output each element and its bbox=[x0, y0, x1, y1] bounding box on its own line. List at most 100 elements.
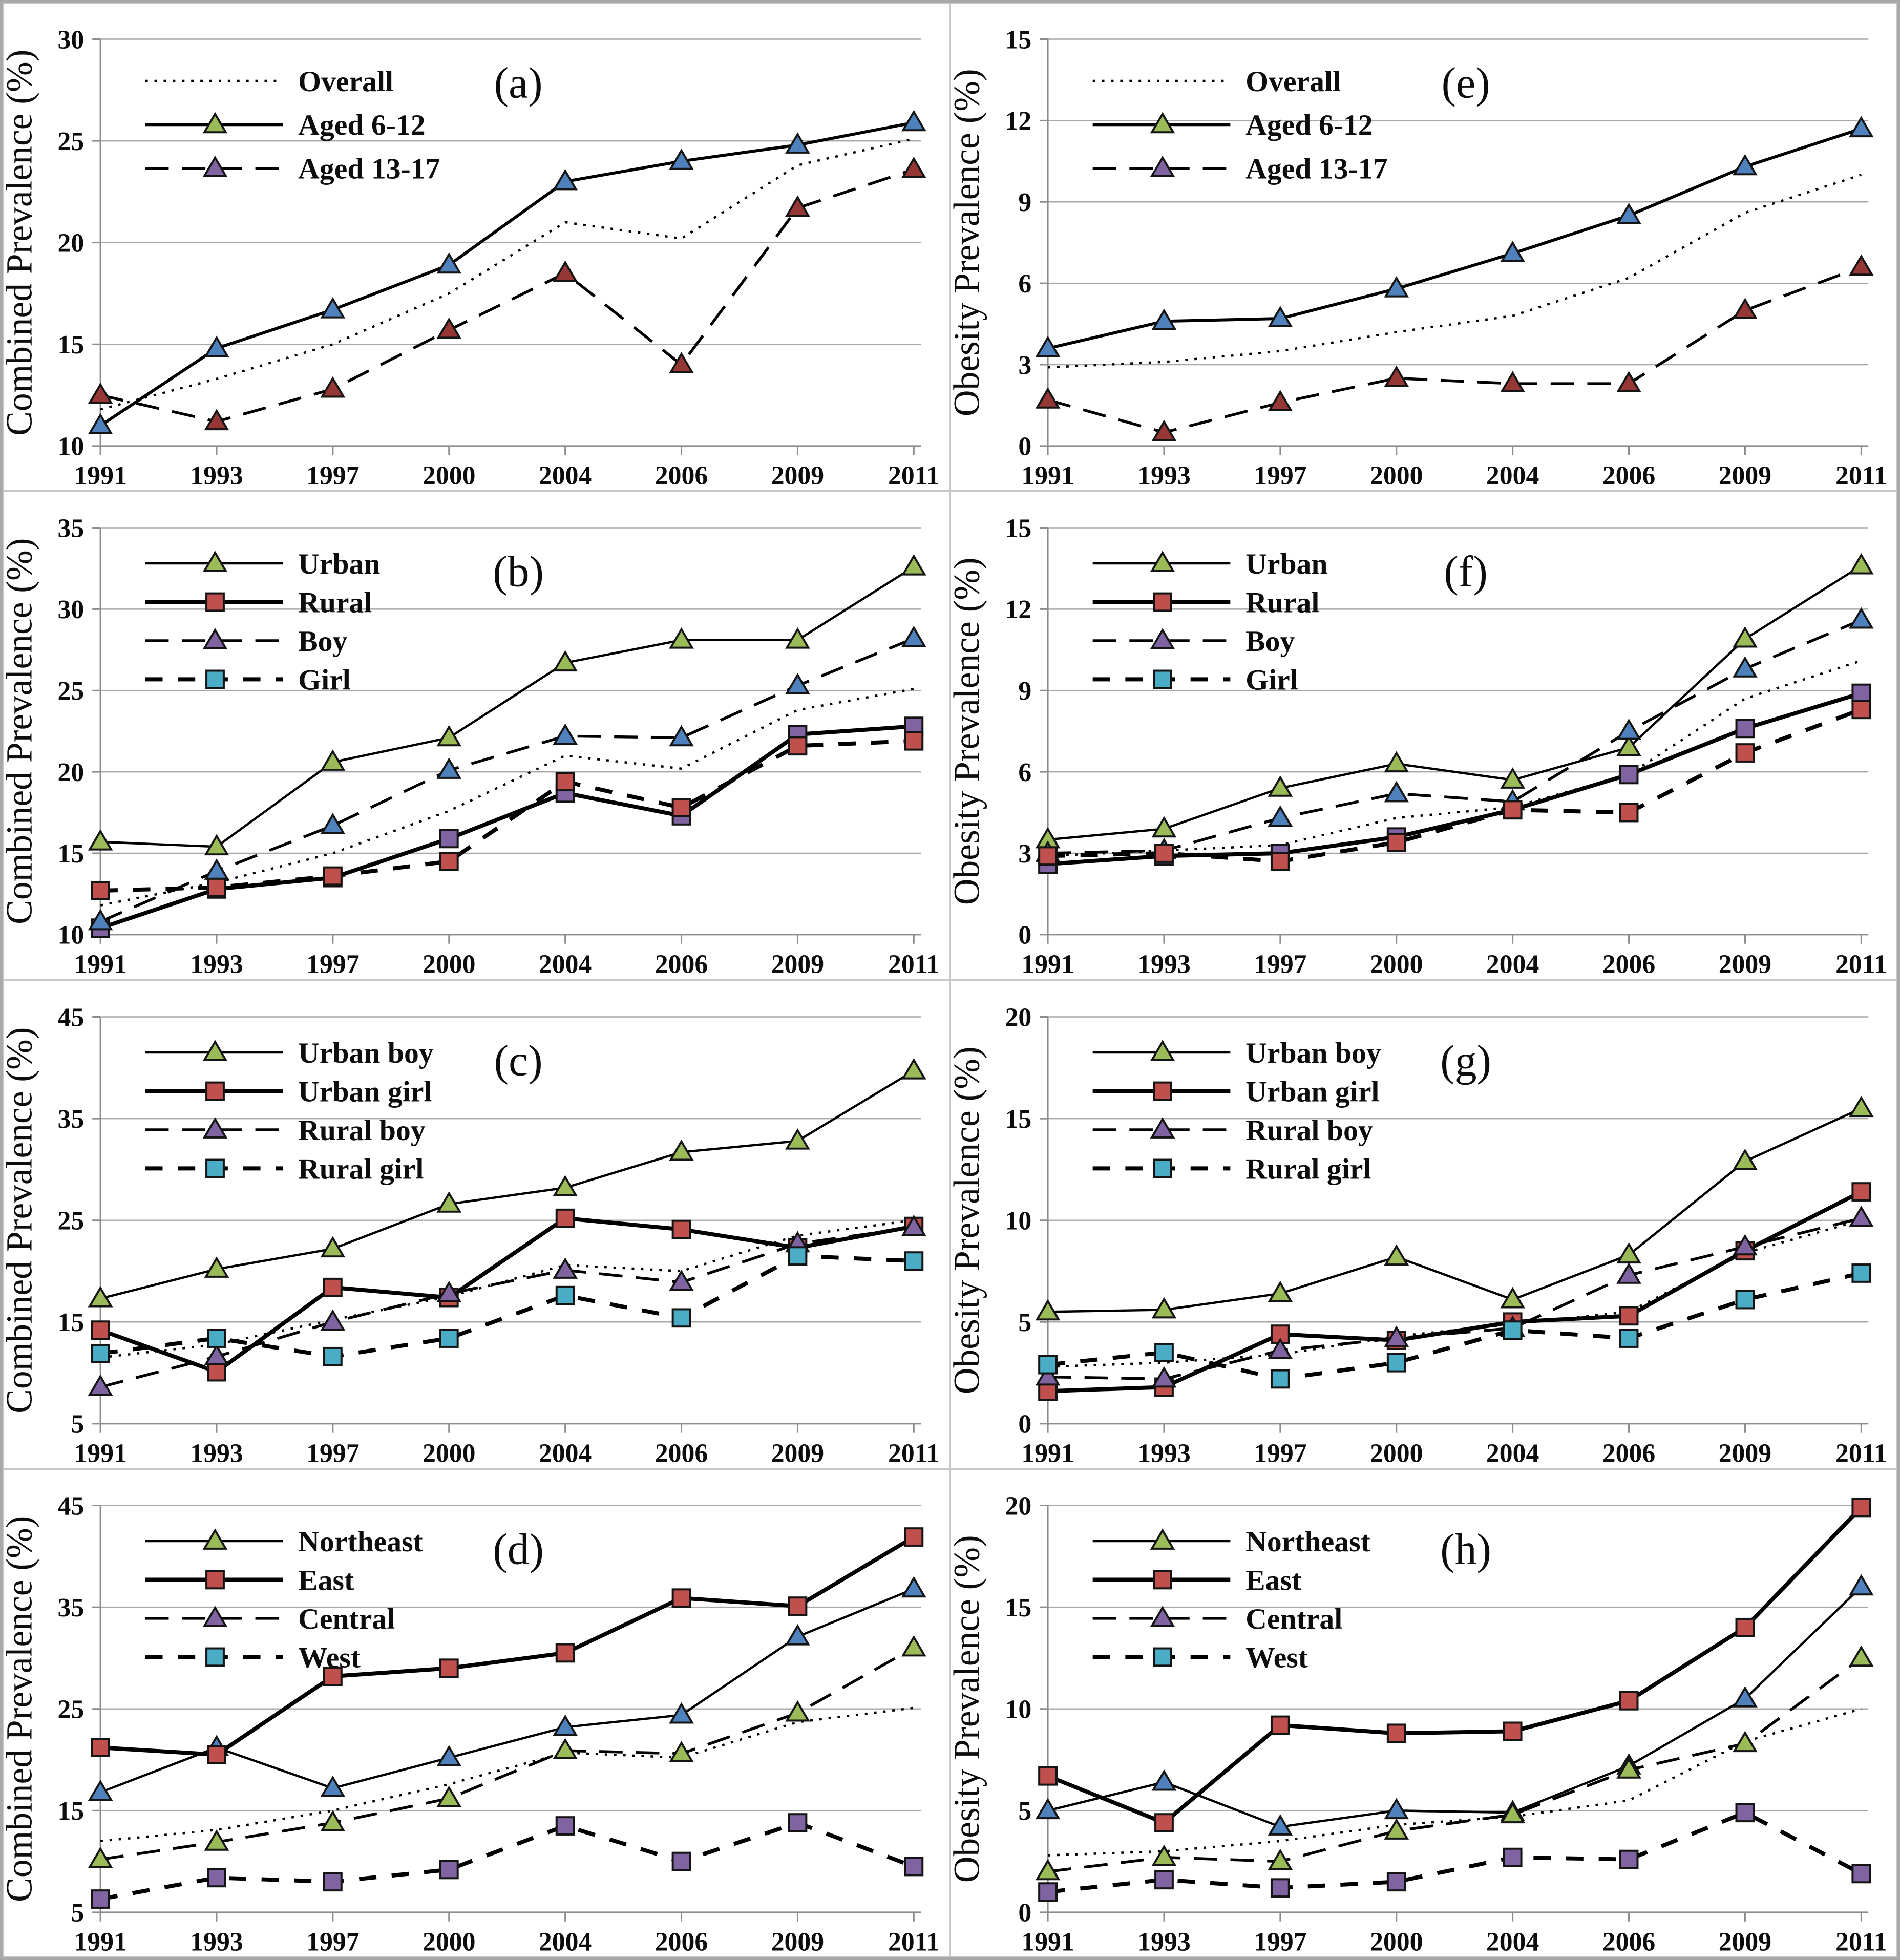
data-point-marker square-marker bbox=[788, 1813, 808, 1832]
data-point-marker triangle-marker bbox=[1616, 734, 1641, 756]
data-point-marker square-marker bbox=[1153, 1081, 1172, 1101]
data-point-marker triangle-marker bbox=[1150, 155, 1175, 177]
x-tick-label: 2009 bbox=[771, 1927, 824, 1956]
legend-item-label: Northeast bbox=[1245, 1526, 1370, 1558]
legend-item-label: Urban bbox=[1245, 548, 1327, 580]
x-tick-label: 1997 bbox=[1254, 950, 1306, 979]
series-line series-northeast bbox=[100, 1588, 915, 1794]
data-point-marker square-marker bbox=[1503, 800, 1523, 820]
data-point-marker triangle-marker bbox=[1616, 202, 1641, 224]
x-tick-label: 1993 bbox=[190, 1927, 243, 1956]
panel-g: 0 5 10 15 20 1991 1993 1997 2000 2004 2006 2009 2011… bbox=[950, 980, 1897, 1469]
data-point-marker square-marker bbox=[555, 772, 575, 792]
x-tick-label: 2000 bbox=[423, 950, 475, 979]
data-point-marker triangle-marker bbox=[88, 413, 113, 435]
data-point-marker triangle-marker bbox=[553, 1714, 578, 1736]
y-tick-label: 0 bbox=[1018, 432, 1031, 461]
legend-item-label: Rural bbox=[1245, 587, 1319, 619]
panel-e: 0 3 6 9 12 15 1991 1993 1997 2000 2004 2006 2009 2011… bbox=[950, 3, 1897, 492]
series-line series-aged-13-17 bbox=[1047, 265, 1862, 434]
y-tick-label: 0 bbox=[1018, 921, 1031, 950]
x-tick-label: 2011 bbox=[1835, 950, 1887, 979]
panel-letter: (h) bbox=[1440, 1526, 1491, 1574]
data-point-marker triangle-marker bbox=[901, 1576, 926, 1597]
y-tick-label: 5 bbox=[1018, 1797, 1031, 1826]
data-point-marker triangle-marker bbox=[1848, 1574, 1874, 1596]
data-point-marker triangle-marker bbox=[1150, 628, 1175, 650]
data-point-marker triangle-marker bbox=[1151, 1844, 1177, 1866]
y-axis-title: Obesity Prevalence (%) bbox=[951, 558, 987, 905]
panel-c: 5 15 25 35 45 1991 1993 1997 2000 2004 2006 2009 201… bbox=[3, 980, 950, 1469]
data-point-marker square-marker bbox=[1619, 803, 1639, 823]
series-line series-west bbox=[1047, 1810, 1863, 1894]
series-line series-rural-girl bbox=[100, 1253, 914, 1359]
data-point-marker triangle-marker bbox=[785, 1128, 810, 1150]
data-point-marker triangle-marker bbox=[901, 1214, 926, 1236]
data-point-marker triangle-marker bbox=[204, 409, 229, 431]
legend-item-label: Urban girl bbox=[1245, 1076, 1379, 1108]
y-tick-label: 3 bbox=[1018, 839, 1031, 869]
x-tick-label: 2011 bbox=[888, 1927, 940, 1956]
data-point-marker square-marker bbox=[1851, 683, 1871, 703]
legend-item-label: Aged 6-12 bbox=[1245, 109, 1373, 141]
series-line series-overall bbox=[100, 688, 914, 907]
y-tick-label: 35 bbox=[57, 1593, 84, 1622]
data-point-marker triangle-marker bbox=[785, 673, 810, 694]
data-point-marker triangle-marker bbox=[901, 626, 926, 647]
x-tick-label: 2000 bbox=[1370, 461, 1423, 490]
panel-a-chart: 10 15 20 25 30 1991 1993 1997 2000 2004 2006 2009 20… bbox=[4, 25, 940, 490]
data-point-marker square-marker bbox=[1386, 1353, 1406, 1373]
y-tick-label: 15 bbox=[57, 330, 84, 360]
x-tick-label: 1997 bbox=[306, 461, 359, 490]
data-point-marker square-marker bbox=[1153, 1158, 1172, 1178]
x-tick-label: 2004 bbox=[539, 1439, 592, 1468]
x-tick-label: 2000 bbox=[1370, 950, 1423, 979]
series-line series-urban-girl bbox=[1047, 1190, 1863, 1393]
data-point-marker triangle-marker bbox=[202, 1039, 228, 1061]
x-tick-label: 2000 bbox=[1370, 1927, 1423, 1956]
x-tick-label: 2009 bbox=[771, 950, 824, 979]
data-point-marker triangle-marker bbox=[88, 1285, 113, 1307]
data-point-marker triangle-marker bbox=[436, 1280, 462, 1302]
data-point-marker triangle-marker bbox=[1035, 335, 1061, 357]
data-point-marker square-marker bbox=[671, 1219, 691, 1239]
data-point-marker square-marker bbox=[1038, 1766, 1058, 1786]
y-tick-label: 15 bbox=[1005, 25, 1031, 54]
x-tick-label: 1991 bbox=[1021, 950, 1074, 979]
y-axis-title: Combined Prevalence (%) bbox=[4, 538, 40, 924]
data-point-marker square-marker bbox=[91, 1343, 110, 1363]
data-point-marker triangle-marker bbox=[1500, 371, 1526, 392]
data-point-marker triangle-marker bbox=[785, 132, 810, 154]
y-tick-label: 5 bbox=[71, 1899, 84, 1928]
data-point-marker triangle-marker bbox=[1848, 607, 1874, 629]
data-point-marker triangle-marker bbox=[669, 352, 694, 373]
panel-letter: (a) bbox=[494, 59, 543, 108]
data-point-marker triangle-marker bbox=[1150, 1039, 1175, 1061]
data-point-marker triangle-marker bbox=[553, 168, 578, 191]
x-tick-label: 1997 bbox=[1254, 1439, 1306, 1468]
data-point-marker square-marker bbox=[1038, 1355, 1058, 1375]
y-tick-label: 0 bbox=[1018, 1899, 1031, 1928]
data-point-marker square-marker bbox=[439, 852, 459, 871]
data-point-marker triangle-marker bbox=[553, 1174, 578, 1196]
x-tick-label: 2000 bbox=[423, 1927, 475, 1956]
data-point-marker triangle-marker bbox=[1384, 1818, 1409, 1840]
data-point-marker triangle-marker bbox=[436, 725, 462, 747]
y-tick-label: 10 bbox=[57, 921, 84, 950]
data-point-marker triangle-marker bbox=[202, 112, 228, 134]
data-point-marker triangle-marker bbox=[436, 1744, 462, 1766]
legend-item-label: Boy bbox=[298, 625, 347, 658]
legend-item-label: Central bbox=[298, 1603, 395, 1635]
series-line series-aged-13-17 bbox=[100, 168, 915, 424]
data-point-marker square-marker bbox=[439, 1328, 459, 1348]
x-tick-label: 2004 bbox=[539, 950, 592, 979]
x-tick-label: 2004 bbox=[1486, 1439, 1539, 1468]
x-tick-label: 1997 bbox=[1254, 1927, 1306, 1956]
y-tick-label: 15 bbox=[1005, 514, 1031, 543]
x-tick-label: 1997 bbox=[1254, 461, 1306, 490]
data-point-marker triangle-marker bbox=[1616, 1757, 1641, 1779]
legend-item-label: Urban boy bbox=[298, 1037, 434, 1069]
series-line series-overall bbox=[100, 137, 914, 411]
data-point-marker square-marker bbox=[1386, 1872, 1406, 1891]
data-point-marker square-marker bbox=[91, 881, 110, 901]
